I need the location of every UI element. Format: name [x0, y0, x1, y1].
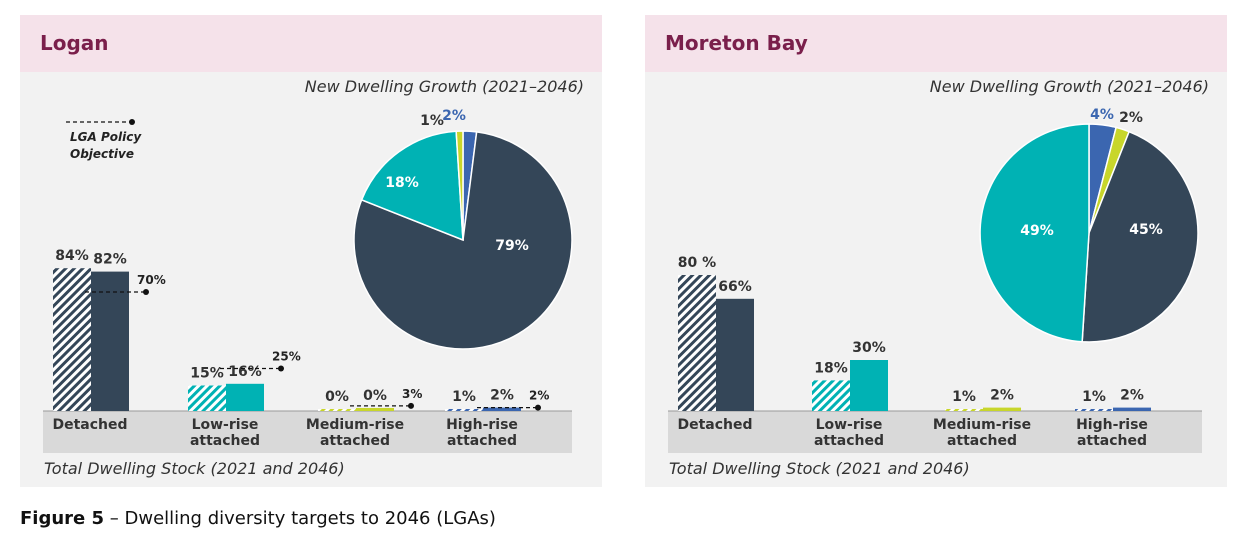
logan-pie-label-medium-rise-attached: 1% — [420, 113, 444, 129]
figure-caption: Figure 5 – Dwelling diversity targets to… — [20, 508, 496, 529]
logan-bar-2046-detached — [91, 271, 129, 411]
moreton-bay-header: Moreton Bay — [645, 15, 1227, 72]
moreton-bay-pie-label-detached: 45% — [1129, 222, 1163, 238]
logan-stock-title: Total Dwelling Stock (2021 and 2046) — [44, 459, 345, 478]
figure-caption-text: – Dwelling diversity targets to 2046 (LG… — [104, 508, 496, 529]
moreton-bay-bar-label-2046-low-rise-attached: 30% — [852, 340, 886, 356]
logan-policy-label-detached: 70% — [137, 273, 166, 287]
moreton-bay-bar-2046-low-rise-attached — [850, 360, 888, 411]
logan-category-label-medium-rise-attached: Medium-rise — [306, 417, 404, 433]
logan-category-label-low-rise-attached: Low-rise — [192, 417, 259, 433]
moreton-bay-bar-2046-detached — [716, 298, 754, 411]
logan-pie-title: New Dwelling Growth (2021–2046) — [304, 77, 584, 96]
logan-bar-label-2046-low-rise-attached: 16% — [228, 364, 262, 380]
logan-bar-2046-low-rise-attached — [226, 383, 264, 411]
logan-bar-2046-medium-rise-attached — [356, 408, 394, 411]
logan-category-label-high-rise-attached: High-rise — [446, 417, 518, 433]
moreton-bay-pie-label-high-rise-attached: 4% — [1090, 107, 1114, 123]
logan-policy-dot-low-rise-attached — [278, 365, 284, 372]
moreton-bay-category-label-medium-rise-attached: attached — [947, 433, 1017, 449]
logan-legend-text: Objective — [70, 147, 134, 161]
moreton-bay-category-label-medium-rise-attached: Medium-rise — [933, 417, 1031, 433]
logan-bar-2021-detached — [53, 268, 91, 411]
moreton-bay-bar-label-2021-medium-rise-attached: 1% — [952, 389, 976, 405]
moreton-bay-bar-2021-medium-rise-attached — [945, 409, 983, 411]
moreton-bay-bar-label-2046-medium-rise-attached: 2% — [990, 388, 1014, 404]
logan-category-label-high-rise-attached: attached — [447, 433, 517, 449]
logan-bar-label-2021-low-rise-attached: 15% — [190, 366, 224, 382]
logan-title: Logan — [40, 31, 109, 55]
logan-header: Logan — [20, 15, 602, 72]
logan-bar-2021-medium-rise-attached — [318, 409, 356, 411]
moreton-bay-bar-label-2046-detached: 66% — [718, 279, 752, 295]
logan-bar-2021-high-rise-attached — [445, 409, 483, 411]
logan-policy-dot-detached — [143, 289, 149, 295]
logan-policy-label-medium-rise-attached: 3% — [402, 387, 422, 401]
logan-bar-label-2021-detached: 84% — [55, 248, 89, 264]
logan-policy-dot-medium-rise-attached — [408, 402, 414, 409]
moreton-bay-bar-label-2021-detached: 80 % — [678, 255, 716, 271]
logan-bar-2021-low-rise-attached — [188, 385, 226, 411]
moreton-bay-axis-band — [668, 411, 1202, 453]
logan-bar-label-2021-medium-rise-attached: 0% — [325, 389, 349, 405]
moreton-bay-bar-label-2046-high-rise-attached: 2% — [1120, 388, 1144, 404]
moreton-bay-panel: Moreton Bay New Dwelling Growth (2021–20… — [645, 15, 1227, 487]
moreton-bay-bar-label-2021-low-rise-attached: 18% — [814, 360, 848, 376]
logan-bar-label-2021-high-rise-attached: 1% — [452, 389, 476, 405]
moreton-bay-category-label-low-rise-attached: Low-rise — [816, 417, 883, 433]
logan-policy-label-low-rise-attached: 25% — [272, 350, 301, 364]
logan-policy-dot-high-rise-attached — [535, 404, 541, 411]
logan-bar-label-2046-detached: 82% — [93, 252, 127, 268]
moreton-bay-pie-label-low-rise-attached: 49% — [1020, 223, 1054, 239]
logan-bar-label-2046-medium-rise-attached: 0% — [363, 388, 387, 404]
moreton-bay-pie-slice-low-rise-attached — [979, 123, 1090, 343]
logan-policy-label-high-rise-attached: 2% — [529, 389, 549, 403]
logan-pie-label-high-rise-attached: 2% — [442, 108, 466, 124]
logan-legend-dot — [129, 119, 135, 125]
logan-category-label-medium-rise-attached: attached — [320, 433, 390, 449]
logan-axis-band — [43, 411, 572, 453]
moreton-bay-category-label-high-rise-attached: attached — [1077, 433, 1147, 449]
logan-pie-label-low-rise-attached: 18% — [385, 175, 419, 191]
moreton-bay-pie-slice-detached — [1081, 130, 1199, 343]
moreton-bay-bar-2021-detached — [678, 275, 716, 411]
moreton-bay-pie-title: New Dwelling Growth (2021–2046) — [929, 77, 1209, 96]
logan-category-label-detached: Detached — [52, 417, 127, 433]
logan-pie-slice-low-rise-attached — [360, 130, 464, 242]
moreton-bay-pie-label-medium-rise-attached: 2% — [1119, 110, 1143, 126]
logan-category-label-low-rise-attached: attached — [190, 433, 260, 449]
moreton-bay-bar-2046-high-rise-attached — [1113, 407, 1151, 411]
logan-pie-slice-medium-rise-attached — [455, 130, 464, 241]
figure-label: Figure 5 — [20, 508, 105, 529]
logan-legend-text: LGA Policy — [70, 130, 142, 144]
moreton-bay-category-label-low-rise-attached: attached — [814, 433, 884, 449]
logan-bar-label-2046-high-rise-attached: 2% — [490, 388, 514, 404]
moreton-bay-category-label-detached: Detached — [677, 417, 752, 433]
logan-pie-label-detached: 79% — [495, 238, 529, 254]
moreton-bay-bar-2021-low-rise-attached — [812, 380, 850, 411]
moreton-bay-title: Moreton Bay — [665, 31, 808, 55]
moreton-bay-bar-label-2021-high-rise-attached: 1% — [1082, 389, 1106, 405]
moreton-bay-category-label-high-rise-attached: High-rise — [1076, 417, 1148, 433]
moreton-bay-bar-2046-medium-rise-attached — [983, 407, 1021, 411]
logan-panel: Logan New Dwelling Growth (2021–2046) To… — [20, 15, 602, 487]
logan-bar-2046-high-rise-attached — [483, 407, 521, 411]
moreton-bay-stock-title: Total Dwelling Stock (2021 and 2046) — [669, 459, 970, 478]
moreton-bay-bar-2021-high-rise-attached — [1075, 409, 1113, 411]
